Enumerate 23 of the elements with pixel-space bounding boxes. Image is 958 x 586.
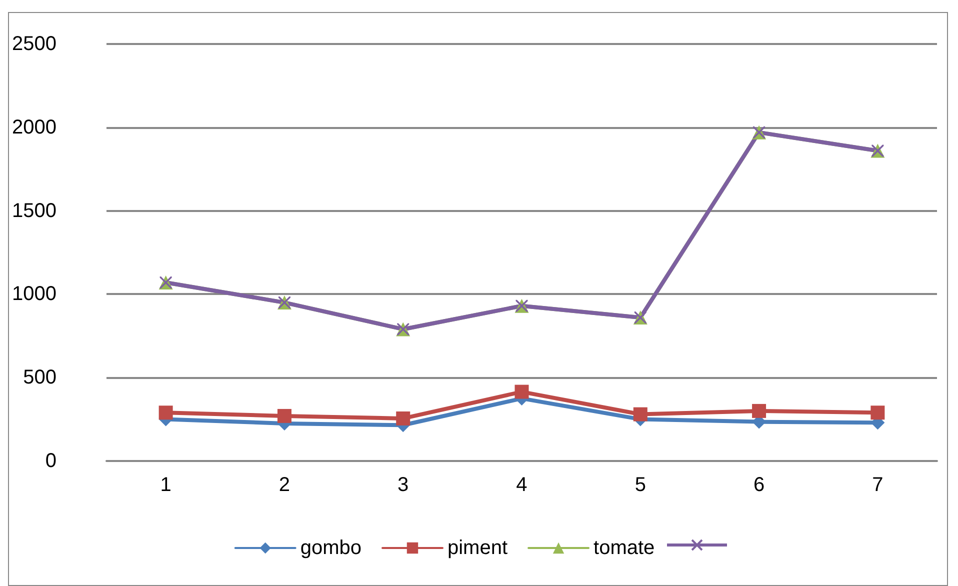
point	[158, 406, 173, 420]
legend-label: tomate	[594, 537, 655, 559]
x-tick-label: 2	[278, 474, 290, 496]
point	[396, 411, 410, 426]
x-tick-label: 6	[753, 474, 765, 496]
x-tick-label: 3	[398, 474, 409, 496]
x-tick-label: 4	[516, 474, 528, 496]
y-tick-label: 1500	[12, 200, 56, 222]
y-tick-label: 2000	[12, 116, 56, 138]
point	[277, 408, 292, 423]
y-tick-label: 1000	[12, 283, 56, 306]
y-tick-label: 500	[23, 366, 56, 389]
point	[514, 384, 529, 399]
x-tick-label: 7	[872, 474, 884, 496]
x-tick-label: 5	[634, 474, 646, 496]
legend-label: gombo	[300, 537, 362, 559]
legend-label: piment	[447, 537, 508, 559]
point	[870, 406, 885, 420]
x-tick-label: 1	[160, 474, 172, 496]
point	[752, 404, 766, 418]
point	[633, 407, 648, 422]
y-tick-label: 0	[45, 450, 56, 472]
y-tick-label: 2500	[12, 33, 56, 55]
